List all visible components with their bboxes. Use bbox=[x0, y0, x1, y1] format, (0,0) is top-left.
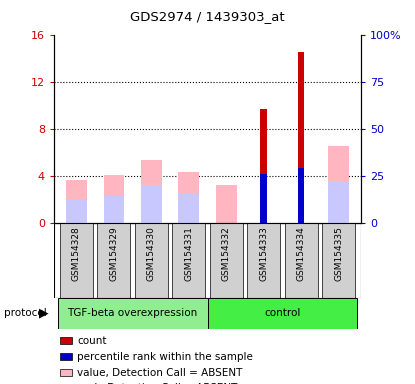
Bar bbox=[141, 161, 161, 223]
Text: GSM154332: GSM154332 bbox=[222, 227, 231, 281]
Bar bbox=[104, 174, 124, 223]
FancyBboxPatch shape bbox=[135, 223, 168, 298]
Bar bbox=[178, 195, 199, 223]
Text: GSM154329: GSM154329 bbox=[110, 227, 118, 281]
Bar bbox=[60, 338, 72, 344]
FancyBboxPatch shape bbox=[60, 223, 93, 298]
FancyBboxPatch shape bbox=[210, 223, 243, 298]
FancyBboxPatch shape bbox=[322, 223, 355, 298]
Text: TGF-beta overexpression: TGF-beta overexpression bbox=[68, 308, 198, 318]
Text: rank, Detection Call = ABSENT: rank, Detection Call = ABSENT bbox=[77, 383, 237, 384]
Text: control: control bbox=[264, 308, 300, 318]
FancyBboxPatch shape bbox=[58, 298, 208, 329]
Text: GDS2974 / 1439303_at: GDS2974 / 1439303_at bbox=[130, 10, 285, 23]
Bar bbox=[60, 369, 72, 376]
Text: percentile rank within the sample: percentile rank within the sample bbox=[77, 352, 253, 362]
Bar bbox=[298, 168, 305, 223]
Bar bbox=[260, 109, 267, 223]
Text: GSM154328: GSM154328 bbox=[72, 227, 81, 281]
FancyBboxPatch shape bbox=[247, 223, 280, 298]
Text: GSM154334: GSM154334 bbox=[297, 227, 305, 281]
Text: protocol: protocol bbox=[4, 308, 47, 318]
Text: value, Detection Call = ABSENT: value, Detection Call = ABSENT bbox=[77, 367, 242, 377]
Bar bbox=[298, 52, 305, 223]
FancyBboxPatch shape bbox=[285, 223, 317, 298]
Bar bbox=[66, 180, 87, 223]
Text: GSM154333: GSM154333 bbox=[259, 227, 268, 281]
Text: GSM154331: GSM154331 bbox=[184, 227, 193, 281]
Bar bbox=[328, 146, 349, 223]
Bar bbox=[66, 199, 87, 223]
Text: GSM154335: GSM154335 bbox=[334, 227, 343, 281]
Bar bbox=[328, 182, 349, 223]
Bar bbox=[104, 196, 124, 223]
Text: ▶: ▶ bbox=[39, 307, 49, 320]
Bar bbox=[178, 172, 199, 223]
FancyBboxPatch shape bbox=[172, 223, 205, 298]
Bar bbox=[260, 174, 267, 223]
Bar bbox=[60, 353, 72, 360]
Bar bbox=[141, 185, 161, 223]
FancyBboxPatch shape bbox=[98, 223, 130, 298]
Bar bbox=[216, 185, 237, 223]
FancyBboxPatch shape bbox=[208, 298, 357, 329]
Text: count: count bbox=[77, 336, 107, 346]
Text: GSM154330: GSM154330 bbox=[147, 227, 156, 281]
